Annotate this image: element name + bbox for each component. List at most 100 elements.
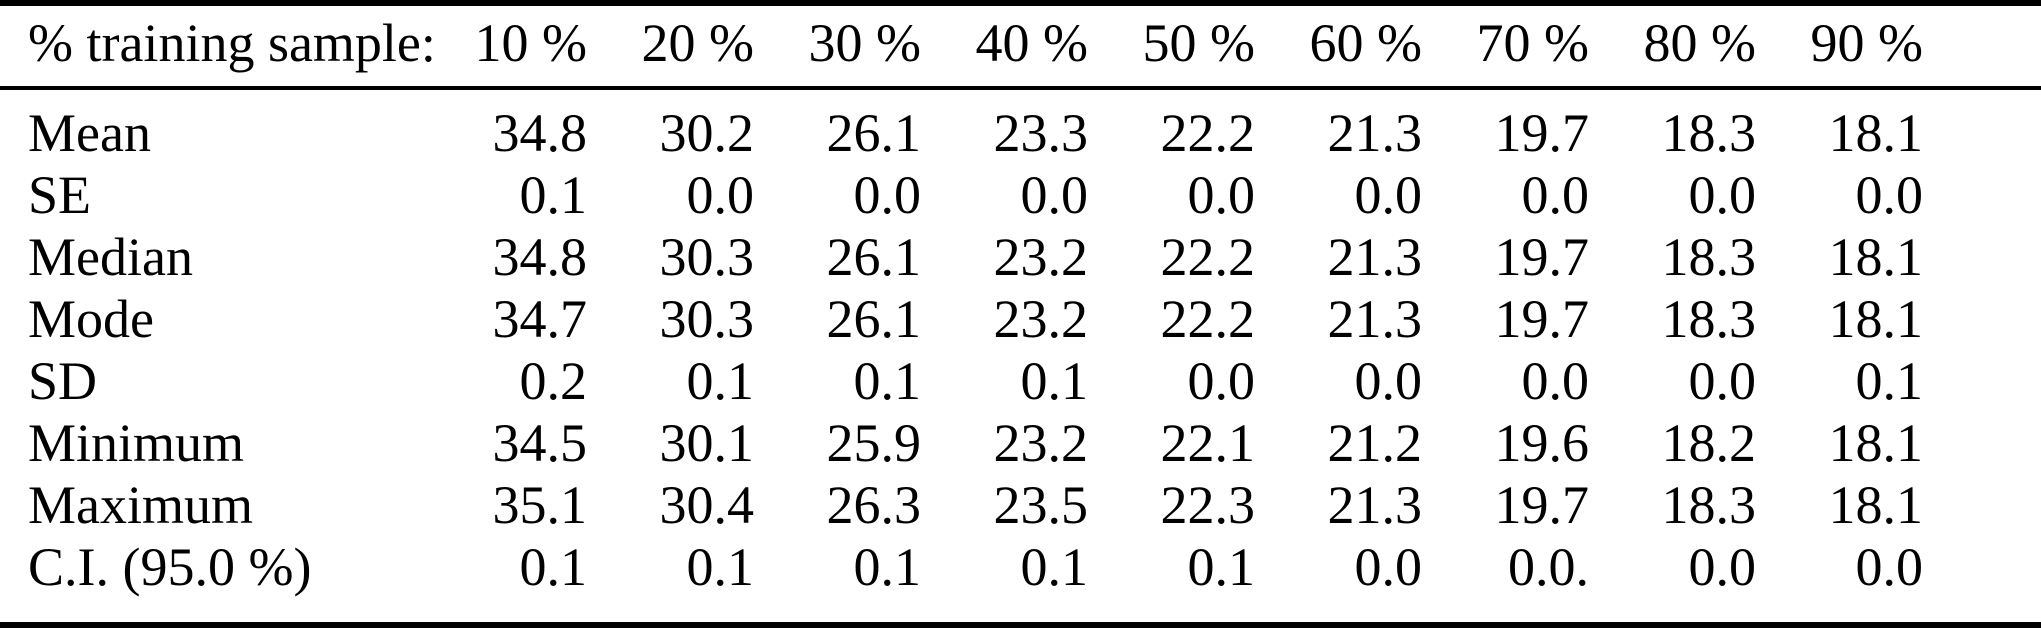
value-cell: 18.3 xyxy=(1661,227,1757,287)
row-label: SD xyxy=(28,351,98,411)
value-cell: 0.1 xyxy=(1020,537,1089,597)
value-cell: 0.0 xyxy=(1688,165,1757,225)
value-cell: 26.1 xyxy=(826,227,922,287)
row-spacer xyxy=(1923,88,2041,164)
header-label: % training sample: xyxy=(0,3,436,90)
table-row: Maximum 35.1 30.4 26.3 23.5 22.3 21.3 19.7 18.3 1… xyxy=(0,474,2041,536)
value-cell: 22.2 xyxy=(1160,103,1256,163)
value-cell: 25.9 xyxy=(826,413,922,473)
value-cell: 18.2 xyxy=(1661,413,1757,473)
value-cell: 22.3 xyxy=(1160,475,1256,535)
value-cell: 0.0 xyxy=(1521,165,1590,225)
value-cell: 26.1 xyxy=(826,103,922,163)
row-label: Maximum xyxy=(28,475,253,535)
header-col: 70 % xyxy=(1422,3,1589,90)
value-cell: 0.1 xyxy=(853,537,922,597)
value-cell: 22.1 xyxy=(1160,413,1256,473)
value-cell: 30.2 xyxy=(659,103,755,163)
value-cell: 21.3 xyxy=(1327,103,1423,163)
value-cell: 34.7 xyxy=(492,289,588,349)
value-cell: 0.0 xyxy=(1187,165,1256,225)
value-cell: 18.3 xyxy=(1661,103,1757,163)
value-cell: 26.1 xyxy=(826,289,922,349)
value-cell: 0.0 xyxy=(1855,537,1924,597)
value-cell: 0.0 xyxy=(1020,165,1089,225)
header-col: 60 % xyxy=(1255,3,1422,90)
value-cell: 19.7 xyxy=(1494,289,1590,349)
table-row: Mode 34.7 30.3 26.1 23.2 22.2 21.3 19.7 18.3 18.1 xyxy=(0,288,2041,350)
row-label: Median xyxy=(28,227,193,287)
value-cell: 30.4 xyxy=(659,475,755,535)
value-cell: 0.1 xyxy=(686,351,755,411)
value-cell: 23.2 xyxy=(993,413,1089,473)
table-row: SE 0.1 0.0 0.0 0.0 0.0 0.0 0.0 0.0 0.0 xyxy=(0,164,2041,226)
header-col: 90 % xyxy=(1756,3,1923,90)
value-cell: 0.1 xyxy=(1020,351,1089,411)
row-label: Minimum xyxy=(28,413,245,473)
value-cell: 18.1 xyxy=(1828,103,1924,163)
row-spacer xyxy=(1923,164,2041,226)
value-cell: 21.3 xyxy=(1327,227,1423,287)
header-spacer xyxy=(1923,3,2041,90)
value-cell: 0.1 xyxy=(1855,351,1924,411)
row-label: SE xyxy=(28,165,92,225)
value-cell: 0.1 xyxy=(1187,537,1256,597)
value-cell: 34.8 xyxy=(492,227,588,287)
header-col: 50 % xyxy=(1088,3,1255,90)
row-spacer xyxy=(1923,536,2041,625)
value-cell: 23.5 xyxy=(993,475,1089,535)
value-cell: 23.2 xyxy=(993,227,1089,287)
value-cell: 0.0 xyxy=(1688,537,1757,597)
row-label: C.I. (95.0 %) xyxy=(28,537,312,597)
value-cell: 0.1 xyxy=(519,537,588,597)
value-cell: 21.3 xyxy=(1327,289,1423,349)
table-row: Minimum 34.5 30.1 25.9 23.2 22.1 21.2 19.6 18.2 1… xyxy=(0,412,2041,474)
value-cell: 22.2 xyxy=(1160,227,1256,287)
value-cell: 18.1 xyxy=(1828,475,1924,535)
value-cell: 30.3 xyxy=(659,289,755,349)
header-col: 40 % xyxy=(921,3,1088,90)
row-spacer xyxy=(1923,474,2041,536)
value-cell: 0.0 xyxy=(1521,351,1590,411)
value-cell: 21.3 xyxy=(1327,475,1423,535)
value-cell: 0.0 xyxy=(1688,351,1757,411)
row-spacer xyxy=(1923,288,2041,350)
value-cell: 18.1 xyxy=(1828,289,1924,349)
table-row: Mean 34.8 30.2 26.1 23.3 22.2 21.3 19.7 18.3 18.1 xyxy=(0,88,2041,164)
table-row: Median 34.8 30.3 26.1 23.2 22.2 21.3 19.7 18.3 18… xyxy=(0,226,2041,288)
value-cell: 34.8 xyxy=(492,103,588,163)
value-cell: 0.0. xyxy=(1508,537,1589,597)
header-col: 30 % xyxy=(754,3,921,90)
value-cell: 18.3 xyxy=(1661,289,1757,349)
value-cell: 0.1 xyxy=(519,165,588,225)
value-cell: 0.0 xyxy=(686,165,755,225)
value-cell: 0.0 xyxy=(1187,351,1256,411)
value-cell: 23.3 xyxy=(993,103,1089,163)
value-cell: 0.0 xyxy=(1354,165,1423,225)
value-cell: 34.5 xyxy=(492,413,588,473)
header-row: % training sample: 10 % 20 % 30 % 40 % 50 % 6… xyxy=(0,3,2041,90)
table-row: SD 0.2 0.1 0.1 0.1 0.0 0.0 0.0 0.0 0.1 xyxy=(0,350,2041,412)
header-col: 10 % xyxy=(420,3,587,90)
value-cell: 0.0 xyxy=(1855,165,1924,225)
value-cell: 18.1 xyxy=(1828,413,1924,473)
value-cell: 35.1 xyxy=(492,475,588,535)
value-cell: 19.7 xyxy=(1494,103,1590,163)
value-cell: 0.2 xyxy=(519,351,588,411)
row-label: Mode xyxy=(28,289,154,349)
value-cell: 0.0 xyxy=(1354,537,1423,597)
value-cell: 22.2 xyxy=(1160,289,1256,349)
value-cell: 18.1 xyxy=(1828,227,1924,287)
value-cell: 19.7 xyxy=(1494,475,1590,535)
value-cell: 19.7 xyxy=(1494,227,1590,287)
row-label: Mean xyxy=(28,103,151,163)
value-cell: 23.2 xyxy=(993,289,1089,349)
row-spacer xyxy=(1923,412,2041,474)
table-row: C.I. (95.0 %) 0.1 0.1 0.1 0.1 0.1 0.0 0.0. 0.0 0.… xyxy=(0,536,2041,625)
header-col: 20 % xyxy=(587,3,754,90)
value-cell: 0.1 xyxy=(686,537,755,597)
row-spacer xyxy=(1923,350,2041,412)
header-col: 80 % xyxy=(1589,3,1756,90)
